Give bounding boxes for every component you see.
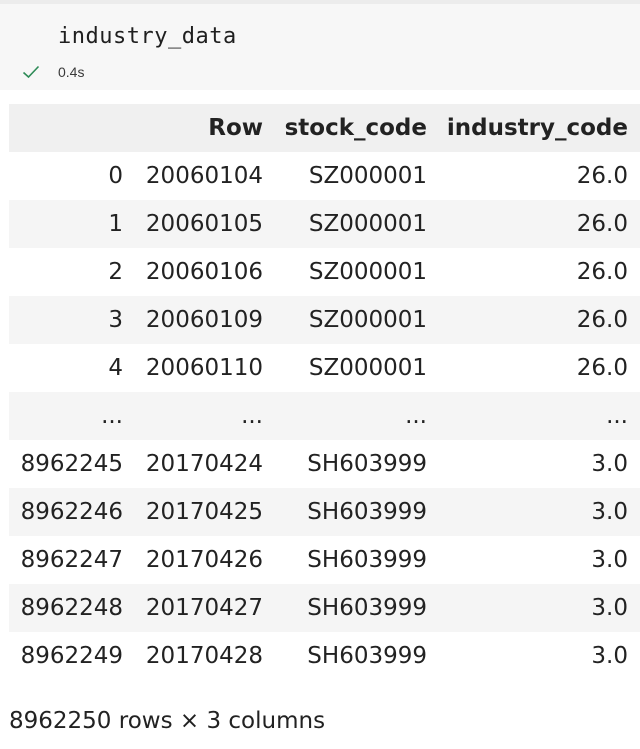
table-cell: 3.0: [591, 595, 628, 621]
table-cell: 26.0: [576, 259, 628, 285]
table-cell: ...: [606, 403, 628, 429]
row-index: 8962247: [20, 547, 123, 573]
table-row: 8962247 20170426 SH603999 3.0: [9, 536, 640, 584]
table-cell: 20060104: [145, 163, 263, 189]
table-cell: ...: [405, 403, 427, 429]
table-cell: 20170424: [145, 451, 263, 477]
table-cell: 3.0: [591, 451, 628, 477]
table-cell: 20170425: [145, 499, 263, 525]
table-cell: SH603999: [307, 547, 427, 573]
table-row: 0 20060104 SZ000001 26.0: [9, 152, 640, 200]
table-cell: 20170427: [145, 595, 263, 621]
cell-top-border: [0, 0, 640, 4]
table-cell: SH603999: [307, 643, 427, 669]
table-row: 8962248 20170427 SH603999 3.0: [9, 584, 640, 632]
row-index: 0: [108, 163, 123, 189]
execution-status: 0.4s: [22, 64, 84, 80]
table-row: 8962245 20170424 SH603999 3.0: [9, 440, 640, 488]
table-cell: 3.0: [591, 643, 628, 669]
table-row-ellipsis: ... ... ... ...: [9, 392, 640, 440]
table-cell: SH603999: [307, 499, 427, 525]
table-row: 2 20060106 SZ000001 26.0: [9, 248, 640, 296]
row-index: 1: [108, 211, 123, 237]
table-cell: 26.0: [576, 355, 628, 381]
table-cell: ...: [241, 403, 263, 429]
row-index: 4: [108, 355, 123, 381]
column-header: industry_code: [446, 115, 628, 141]
table-cell: 20170426: [145, 547, 263, 573]
table-row: 3 20060109 SZ000001 26.0: [9, 296, 640, 344]
row-index: ...: [101, 403, 123, 429]
index-header: [9, 104, 135, 152]
table-row: 1 20060105 SZ000001 26.0: [9, 200, 640, 248]
table-cell: 3.0: [591, 547, 628, 573]
cell-output: Row stock_code industry_code 0 20060104 …: [9, 104, 640, 680]
table-cell: 20170428: [145, 643, 263, 669]
table-cell: SZ000001: [308, 163, 427, 189]
table-cell: SZ000001: [308, 211, 427, 237]
row-index: 8962249: [20, 643, 123, 669]
table-cell: 26.0: [576, 163, 628, 189]
table-row: 8962246 20170425 SH603999 3.0: [9, 488, 640, 536]
dataframe-shape-summary: 8962250 rows × 3 columns: [9, 708, 326, 734]
table-row: 4 20060110 SZ000001 26.0: [9, 344, 640, 392]
table-cell: SH603999: [307, 451, 427, 477]
row-index: 8962248: [20, 595, 123, 621]
table-cell: SH603999: [307, 595, 427, 621]
column-header: stock_code: [284, 115, 427, 141]
table-cell: 26.0: [576, 211, 628, 237]
column-header: Row: [208, 115, 263, 141]
check-icon: [22, 65, 40, 79]
row-index: 2: [108, 259, 123, 285]
table-cell: 20060106: [145, 259, 263, 285]
table-row: 8962249 20170428 SH603999 3.0: [9, 632, 640, 680]
row-index: 8962246: [20, 499, 123, 525]
dataframe-table: Row stock_code industry_code 0 20060104 …: [9, 104, 640, 680]
table-cell: SZ000001: [308, 307, 427, 333]
table-cell: 20060110: [145, 355, 263, 381]
execution-time: 0.4s: [58, 64, 85, 80]
code-cell-input[interactable]: industry_data 0.4s: [0, 4, 640, 90]
row-index: 3: [108, 307, 123, 333]
row-index: 8962245: [20, 451, 123, 477]
table-cell: SZ000001: [308, 355, 427, 381]
table-cell: SZ000001: [308, 259, 427, 285]
table-cell: 20060109: [145, 307, 263, 333]
table-header-row: Row stock_code industry_code: [9, 104, 640, 152]
table-cell: 3.0: [591, 499, 628, 525]
code-line[interactable]: industry_data: [58, 24, 237, 49]
table-cell: 26.0: [576, 307, 628, 333]
table-cell: 20060105: [145, 211, 263, 237]
